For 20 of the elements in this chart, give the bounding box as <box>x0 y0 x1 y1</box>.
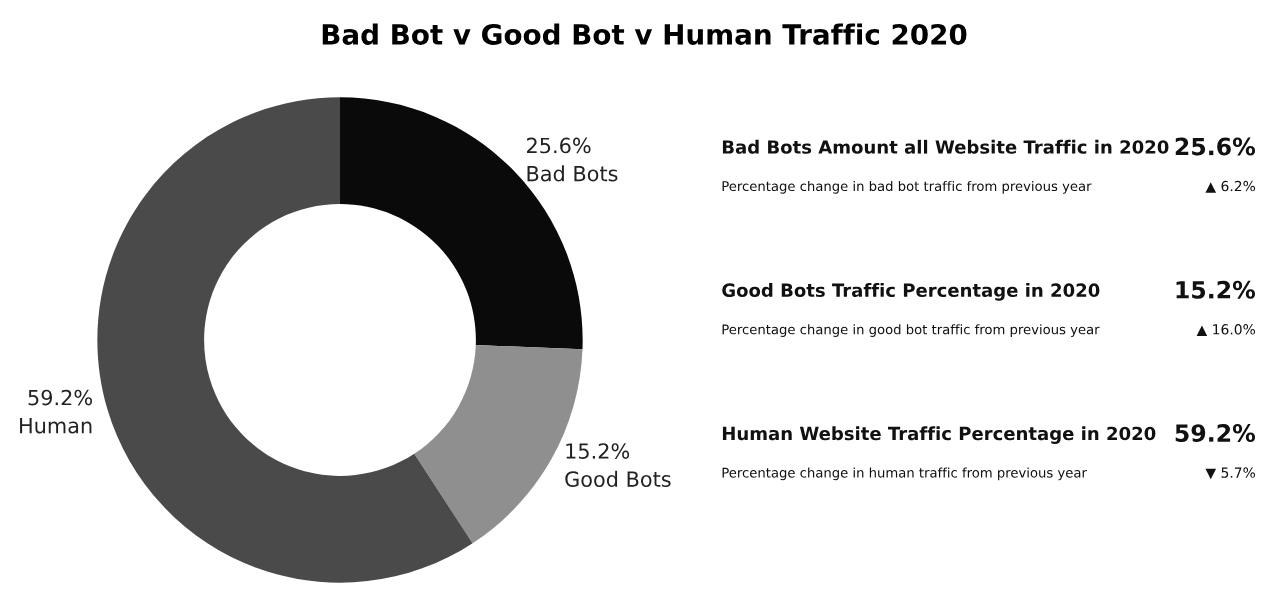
slice-label: Human <box>20 418 92 434</box>
text: Human Website Traffic Percentage in 2020 <box>722 426 1156 444</box>
text: 59.2% <box>1175 424 1256 442</box>
text: Percentage change in bad bot traffic from previous year <box>722 180 1092 194</box>
text: ▼ 5.7% <box>1205 467 1256 480</box>
text: ▲ 16.0% <box>1196 324 1256 337</box>
slice-label: Good Bots <box>565 470 671 487</box>
chart-title: Bad Bot v Good Bot v Human Traffic 2020 <box>322 23 967 45</box>
text: ▲ 6.2% <box>1205 180 1256 193</box>
slice-label: Bad Bots <box>527 165 618 182</box>
text: Good Bots Traffic Percentage in 2020 <box>722 283 1100 301</box>
text: Bad Bots Amount all Website Traffic in 2020 <box>722 139 1169 154</box>
data-label: 25.6% <box>527 137 591 154</box>
text: Percentage change in good bot traffic from previous year <box>722 324 1100 337</box>
text: Percentage change in human traffic from previous year <box>722 467 1087 481</box>
text: 15.2% <box>1176 280 1256 299</box>
data-label: 59.2% <box>28 389 93 406</box>
data-label: 15.2% <box>566 443 630 459</box>
text: 25.6% <box>1175 137 1256 156</box>
donut-slice <box>97 97 473 583</box>
